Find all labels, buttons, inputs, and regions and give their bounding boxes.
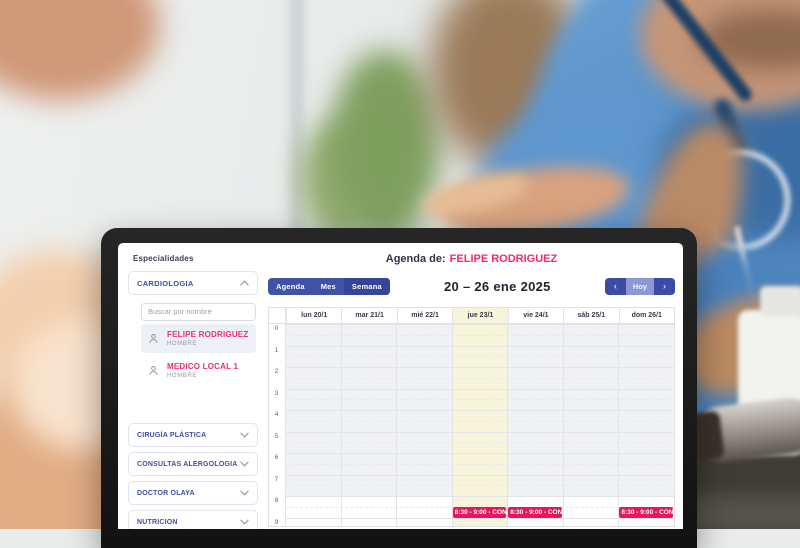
day-header: lun 20/1 — [286, 308, 341, 323]
chevron-down-icon — [240, 432, 249, 438]
week-calendar: lun 20/1 mar 21/1 mié 22/1 jue 23/1 vie 24/1… — [268, 307, 675, 527]
specialty-label: CIRUGÍA PLÁSTICA — [137, 431, 207, 439]
specialty-list: CIRUGÍA PLÁSTICA CONSULTAS ALERGOLOGIA DOC… — [128, 423, 258, 529]
time-gutter-header — [269, 308, 286, 323]
calendar-event[interactable]: 8:30 - 9:00 - CONSUL — [619, 506, 673, 518]
doctor-gender: HOMBRE — [167, 340, 197, 347]
day-header-row: lun 20/1 mar 21/1 mié 22/1 jue 23/1 vie 24/1… — [269, 308, 674, 324]
specialty-label: DOCTOR OLAYA — [137, 489, 195, 497]
chevron-up-icon — [240, 280, 249, 286]
day-header: dom 26/1 — [618, 308, 674, 323]
specialty-item[interactable]: DOCTOR OLAYA — [128, 481, 258, 505]
pill-bottle-cap — [760, 286, 800, 316]
search-input[interactable] — [141, 302, 256, 321]
hour-label: 6 — [274, 454, 279, 461]
chevron-down-icon — [240, 519, 249, 525]
hour-label: 2 — [274, 368, 279, 375]
doctor-list: FELIPE RODRIGUEZ HOMBRE MEDICO LOCAL 1 HOMB… — [141, 323, 256, 385]
day-column — [451, 324, 508, 526]
doctor-gender: HOMBRE — [167, 372, 197, 379]
page-title: Agenda de: FELIPE RODRIGUEZ — [268, 253, 675, 269]
doctor-name: MEDICO LOCAL 1 — [167, 361, 239, 371]
hour-label: 5 — [274, 432, 279, 440]
hour-label: 8 — [274, 497, 279, 504]
doctor-name: FELIPE RODRIGUEZ — [167, 329, 249, 339]
doctor-item[interactable]: FELIPE RODRIGUEZ HOMBRE — [141, 323, 256, 353]
calendar-toolbar: Agenda Mes Semana 20 – 26 ene 2025 ‹ Hoy › — [268, 277, 675, 295]
sidebar-title: Especialidades — [133, 254, 194, 263]
desk-reflection — [680, 495, 800, 529]
today-button[interactable]: Hoy — [625, 277, 654, 295]
date-range-label: 20 – 26 ene 2025 — [443, 278, 551, 294]
main-area: Agenda de: FELIPE RODRIGUEZ Agenda Mes Sema… — [268, 253, 675, 527]
day-header: mié 22/1 — [396, 308, 452, 323]
hour-label: 9 — [274, 518, 279, 526]
day-header: jue 23/1 — [452, 308, 508, 323]
next-week-button[interactable]: › — [654, 277, 675, 295]
selected-doctor-name: FELIPE RODRIGUEZ — [449, 253, 558, 265]
hour-label: 4 — [274, 411, 279, 418]
prev-week-button[interactable]: ‹ — [604, 277, 626, 295]
day-header: mar 21/1 — [341, 308, 396, 323]
calendar-event[interactable]: 8:30 - 9:00 - CONSUL — [508, 506, 562, 518]
specialty-item[interactable]: CIRUGÍA PLÁSTICA — [128, 423, 258, 447]
specialty-panel-cardiologia: CARDIOLOGIA FELIPE RODRIGUEZHOMBREMEDICO… — [128, 271, 258, 385]
laptop-frame: Especialidades CARDIOLOGIA FELIPE RODRIG… — [101, 228, 697, 548]
doctor-item[interactable]: MEDICO LOCAL 1 HOMBRE — [141, 356, 256, 385]
view-tab-semana[interactable]: Semana — [343, 277, 390, 295]
calendar-nav: ‹ Hoy › — [604, 277, 675, 295]
view-tab-agenda[interactable]: Agenda — [268, 278, 313, 295]
hour-label: 7 — [274, 475, 279, 483]
app-screen: Especialidades CARDIOLOGIA FELIPE RODRIG… — [118, 243, 683, 529]
window-frame-bar — [290, 0, 304, 260]
specialty-item[interactable]: NUTRICION — [128, 510, 258, 529]
person-icon — [149, 365, 158, 375]
calendar-event[interactable]: 8:30 - 9:00 - CONSUL — [452, 506, 507, 518]
day-header: vie 24/1 — [507, 308, 563, 323]
specialty-item-cardiologia[interactable]: CARDIOLOGIA — [128, 271, 258, 295]
hour-label: 3 — [274, 389, 279, 397]
agenda-label: Agenda de: — [385, 253, 446, 265]
chevron-down-icon — [240, 490, 249, 496]
view-tabs: Agenda Mes Semana — [268, 277, 390, 295]
person-icon — [149, 333, 158, 343]
hour-label: 1 — [274, 346, 279, 354]
specialty-item[interactable]: CONSULTAS ALERGOLOGIA — [128, 452, 258, 476]
specialty-label: NUTRICION — [137, 518, 178, 526]
hour-label: 0 — [274, 325, 279, 332]
specialty-label: CARDIOLOGIA — [137, 278, 194, 288]
chevron-down-icon — [240, 461, 249, 467]
specialty-label: CONSULTAS ALERGOLOGIA — [137, 460, 238, 468]
view-tab-mes[interactable]: Mes — [313, 278, 344, 295]
day-header: sáb 25/1 — [563, 308, 618, 323]
